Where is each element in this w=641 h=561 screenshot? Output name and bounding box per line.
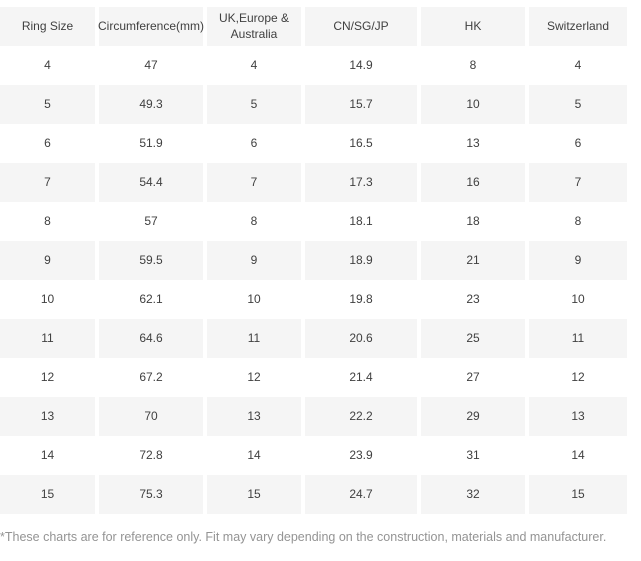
table-cell: 13 [0, 397, 95, 436]
table-cell: 51.9 [99, 124, 203, 163]
table-cell: 12 [0, 358, 95, 397]
table-row: 5 49.3 5 15.7 10 5 [0, 85, 627, 124]
table-row: 11 64.6 11 20.6 25 11 [0, 319, 627, 358]
table-cell: 70 [99, 397, 203, 436]
table-cell: 18.9 [305, 241, 417, 280]
table-cell: 16.5 [305, 124, 417, 163]
table-cell: 6 [529, 124, 627, 163]
table-row: 7 54.4 7 17.3 16 7 [0, 163, 627, 202]
table-cell: 10 [421, 85, 525, 124]
table-cell: 13 [421, 124, 525, 163]
table-cell: 13 [207, 397, 301, 436]
table-cell: 7 [0, 163, 95, 202]
table-cell: 12 [207, 358, 301, 397]
table-cell: 20.6 [305, 319, 417, 358]
table-cell: 10 [207, 280, 301, 319]
header-ring-size: Ring Size [0, 7, 95, 46]
table-cell: 15.7 [305, 85, 417, 124]
table-cell: 15 [0, 475, 95, 514]
table-cell: 59.5 [99, 241, 203, 280]
table-cell: 15 [529, 475, 627, 514]
footnote: *These charts are for reference only. Fi… [0, 530, 607, 544]
table-cell: 14 [529, 436, 627, 475]
table-row: 13 70 13 22.2 29 13 [0, 397, 627, 436]
table-cell: 9 [207, 241, 301, 280]
table-cell: 75.3 [99, 475, 203, 514]
table-cell: 6 [0, 124, 95, 163]
header-uk-europe-australia: UK,Europe & Australia [207, 7, 301, 46]
table-row: 14 72.8 14 23.9 31 14 [0, 436, 627, 475]
ring-size-chart-table: Ring Size Circumference(mm) UK,Europe & … [0, 7, 627, 514]
table-cell: 18 [421, 202, 525, 241]
table-cell: 23 [421, 280, 525, 319]
table-row: 4 47 4 14.9 8 4 [0, 46, 627, 85]
table-cell: 23.9 [305, 436, 417, 475]
table-cell: 7 [529, 163, 627, 202]
header-cn-sg-jp: CN/SG/JP [305, 7, 417, 46]
table-cell: 5 [0, 85, 95, 124]
header-circumference-mm: Circumference(mm) [98, 7, 204, 46]
header-switzerland: Switzerland [529, 7, 627, 46]
table-row: 6 51.9 6 16.5 13 6 [0, 124, 627, 163]
table-cell: 18.1 [305, 202, 417, 241]
table-cell: 21.4 [305, 358, 417, 397]
table-cell: 9 [0, 241, 95, 280]
table-cell: 27 [421, 358, 525, 397]
table-cell: 8 [529, 202, 627, 241]
table-cell: 8 [207, 202, 301, 241]
table-cell: 22.2 [305, 397, 417, 436]
table-cell: 14 [207, 436, 301, 475]
table-cell: 10 [529, 280, 627, 319]
table-cell: 72.8 [99, 436, 203, 475]
table-row: 9 59.5 9 18.9 21 9 [0, 241, 627, 280]
table-cell: 12 [529, 358, 627, 397]
table-cell: 15 [207, 475, 301, 514]
table-row: 10 62.1 10 19.8 23 10 [0, 280, 627, 319]
table-cell: 49.3 [99, 85, 203, 124]
table-row: 12 67.2 12 21.4 27 12 [0, 358, 627, 397]
table-cell: 8 [421, 46, 525, 85]
table-cell: 14 [0, 436, 95, 475]
table-cell: 62.1 [99, 280, 203, 319]
header-hk: HK [421, 7, 525, 46]
table-cell: 24.7 [305, 475, 417, 514]
table-cell: 67.2 [99, 358, 203, 397]
table-cell: 31 [421, 436, 525, 475]
table-cell: 25 [421, 319, 525, 358]
table-cell: 4 [0, 46, 95, 85]
table-cell: 32 [421, 475, 525, 514]
table-cell: 10 [0, 280, 95, 319]
table-cell: 29 [421, 397, 525, 436]
table-cell: 57 [99, 202, 203, 241]
table-cell: 64.6 [99, 319, 203, 358]
table-cell: 6 [207, 124, 301, 163]
table-row: 8 57 8 18.1 18 8 [0, 202, 627, 241]
table-cell: 13 [529, 397, 627, 436]
table-cell: 11 [0, 319, 95, 358]
table-cell: 4 [207, 46, 301, 85]
table-body: 4 47 4 14.9 8 4 5 49.3 5 15.7 10 5 6 51.9 6 16.5 13 6 7 54.… [0, 46, 627, 514]
table-cell: 16 [421, 163, 525, 202]
table-cell: 5 [207, 85, 301, 124]
table-cell: 54.4 [99, 163, 203, 202]
table-cell: 17.3 [305, 163, 417, 202]
table-cell: 19.8 [305, 280, 417, 319]
table-cell: 8 [0, 202, 95, 241]
table-row: 15 75.3 15 24.7 32 15 [0, 475, 627, 514]
table-header-row: Ring Size Circumference(mm) UK,Europe & … [0, 7, 627, 46]
table-cell: 11 [529, 319, 627, 358]
table-cell: 4 [529, 46, 627, 85]
table-cell: 7 [207, 163, 301, 202]
table-cell: 21 [421, 241, 525, 280]
table-cell: 5 [529, 85, 627, 124]
table-cell: 47 [99, 46, 203, 85]
table-cell: 11 [207, 319, 301, 358]
table-cell: 9 [529, 241, 627, 280]
table-cell: 14.9 [305, 46, 417, 85]
